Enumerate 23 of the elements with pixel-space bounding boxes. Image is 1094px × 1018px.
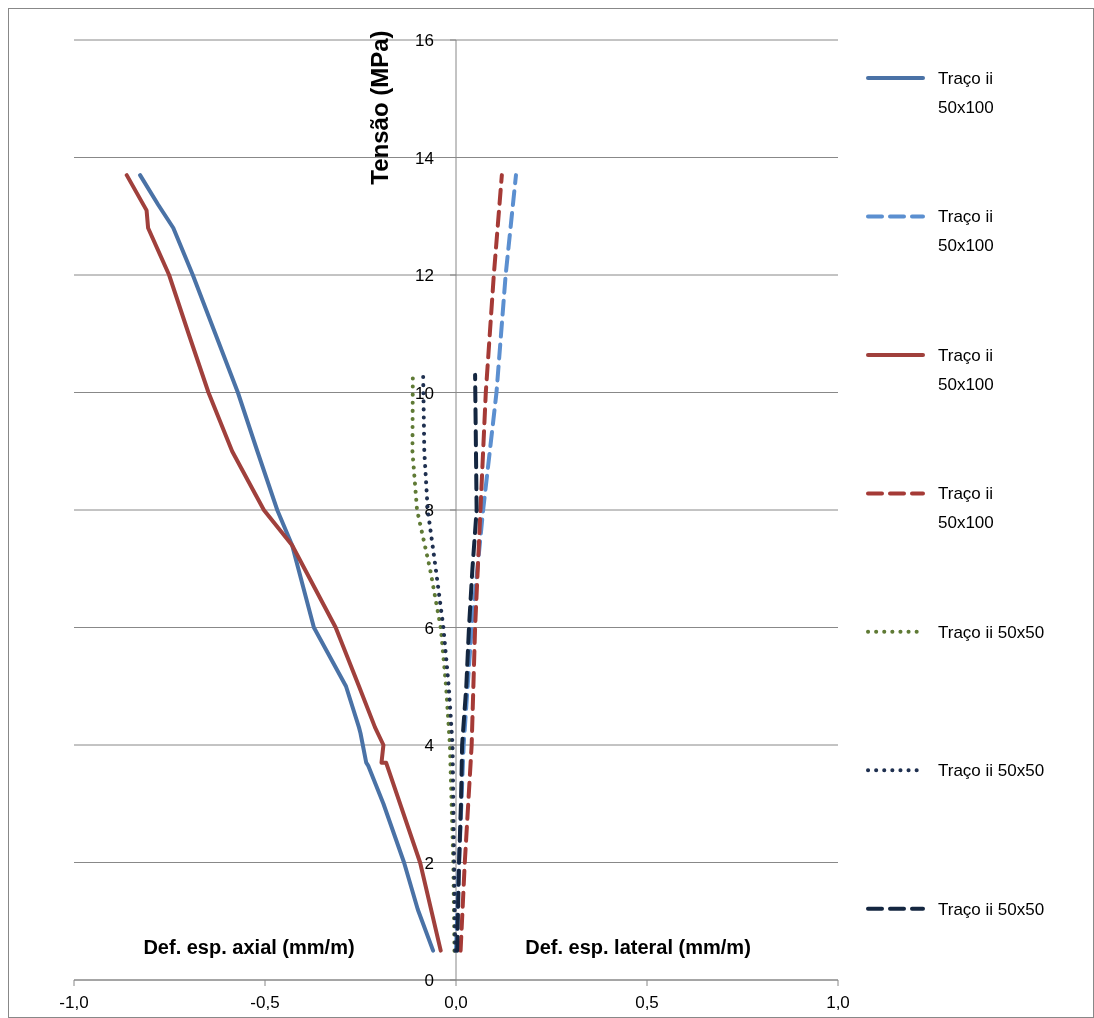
x-tick-label: 0,5 — [635, 993, 659, 1012]
y-tick-label: 0 — [424, 971, 434, 990]
legend-label: Traço ii 50x50 — [938, 899, 1045, 919]
x-tick-label: -1,0 — [59, 993, 89, 1012]
x-tick-label: 1,0 — [826, 993, 850, 1012]
legend-label: Traço ii 50x100 — [938, 345, 994, 394]
x-tick-label: -0,5 — [250, 993, 280, 1012]
y-tick-label: 2 — [424, 853, 434, 873]
y-tick-label: 12 — [415, 266, 434, 285]
legend-label: Traço ii 50x100 — [938, 484, 994, 533]
y-tick-label: 14 — [415, 148, 434, 168]
y-tick-label: 16 — [415, 31, 434, 50]
legend-label: Traço ii 50x100 — [938, 69, 994, 117]
annotation: Def. esp. axial (mm/m) — [143, 936, 355, 958]
y-axis-title: Tensão (MPa) — [366, 30, 393, 185]
annotation: Def. esp. lateral (mm/m) — [525, 936, 751, 958]
legend-label: Traço ii 50x100 — [938, 207, 994, 256]
legend-label: Traço ii 50x50 — [938, 761, 1045, 781]
y-tick-label: 10 — [415, 383, 434, 403]
x-tick-label: 0,0 — [444, 993, 468, 1012]
y-tick-label: 4 — [424, 736, 434, 755]
y-tick-label: 6 — [424, 618, 434, 638]
legend-label: Traço ii 50x50 — [938, 622, 1045, 642]
